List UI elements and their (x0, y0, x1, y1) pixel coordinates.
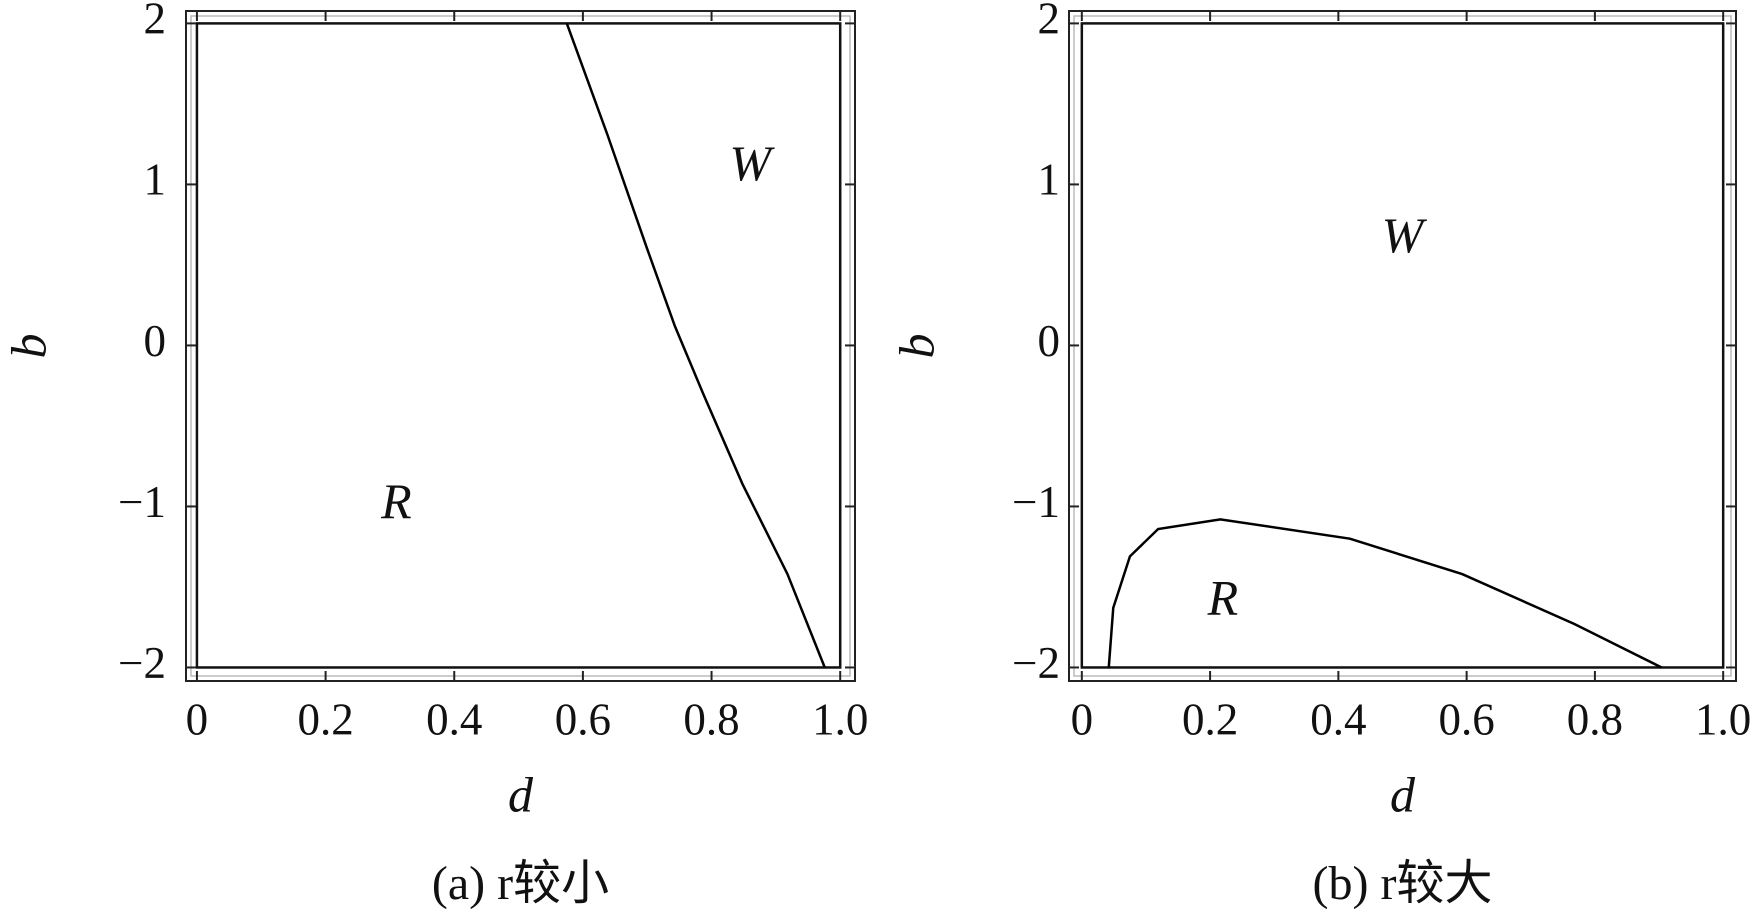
region-label: R (1207, 570, 1239, 626)
y-tick-label: −2 (1012, 638, 1060, 688)
y-tick-label: −1 (118, 477, 166, 527)
region-label: W (1382, 207, 1428, 263)
y-tick-label: −1 (1012, 477, 1060, 527)
y-tick-label: 0 (144, 316, 167, 366)
plot-frame (185, 10, 856, 682)
y-tick-label: 2 (144, 0, 167, 44)
y-tick-label: 1 (1038, 155, 1061, 205)
region-label: W (729, 135, 775, 191)
x-tick-label: 0.2 (1182, 694, 1238, 744)
x-tick-label: 1.0 (812, 694, 868, 744)
x-tick-label: 0.4 (1310, 694, 1366, 744)
boundary-curve (1107, 518, 1663, 669)
x-tick-label: 0.8 (1567, 694, 1623, 744)
x-axis-label: d (1390, 766, 1416, 822)
region-border (1080, 22, 1725, 669)
y-axis-label: b (0, 334, 56, 359)
caption: (b) r较大 (1313, 857, 1493, 910)
caption: (a) r较小 (432, 857, 609, 910)
x-tick-label: 0.6 (1439, 694, 1495, 744)
y-tick-label: 0 (1038, 316, 1061, 366)
y-tick-label: 1 (144, 155, 167, 205)
boundary-curve (565, 22, 826, 668)
x-tick-label: 1.0 (1695, 694, 1751, 744)
x-tick-label: 0 (1071, 694, 1094, 744)
x-tick-label: 0.4 (426, 694, 482, 744)
y-axis-label: b (888, 334, 944, 359)
y-tick-label: 2 (1038, 0, 1061, 44)
plot-frame-inner (1073, 15, 1732, 677)
region-label: R (380, 473, 412, 529)
region-border (195, 22, 842, 669)
x-tick-label: 0 (186, 694, 209, 744)
plot-frame-inner (190, 15, 851, 677)
x-axis-label: d (508, 766, 534, 822)
y-tick-label: −2 (118, 638, 166, 688)
plot-frame (1068, 10, 1737, 682)
x-tick-label: 0.8 (683, 694, 739, 744)
x-tick-label: 0.2 (297, 694, 353, 744)
x-tick-label: 0.6 (555, 694, 611, 744)
